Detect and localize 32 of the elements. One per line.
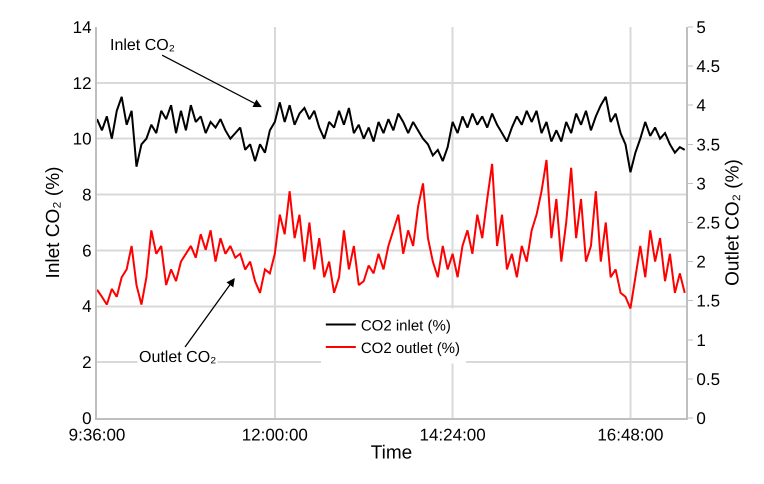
x-tick-label: 14:24:00 [420, 425, 486, 444]
y2-tick-label: 3 [696, 174, 706, 194]
annotation: Inlet CO₂ [110, 37, 175, 54]
annotation: Outlet CO₂ [139, 349, 216, 366]
y-tick-label: 6 [82, 241, 92, 260]
y2-tick-label: 2.5 [696, 213, 720, 232]
y2-tick-label: 0.5 [696, 370, 720, 389]
y-tick-label: 2 [82, 353, 92, 372]
x-tick-label: 16:48:00 [597, 425, 664, 444]
y2-tick-label: 5 [696, 18, 706, 37]
legend-label: CO2 inlet (%) [360, 317, 451, 334]
y2-tick-label: 0 [696, 408, 706, 428]
y2-tick-label: 2 [696, 252, 706, 272]
legend-label: CO2 outlet (%) [360, 340, 460, 357]
y-tick-label: 8 [82, 186, 92, 205]
x-axis-title: Time [370, 442, 412, 464]
y-tick-label: 14 [72, 18, 92, 37]
line-series [97, 158, 686, 310]
y2-tick-label: 4.5 [696, 57, 720, 76]
y2-axis-title: Outlet CO₂ (%) [722, 159, 744, 286]
y-axis-title: Inlet CO₂ (%) [43, 166, 64, 278]
y2-tick-label: 1 [696, 330, 706, 350]
y2-tick-label: 1.5 [696, 292, 720, 311]
y2-tick-label: 4 [696, 96, 706, 116]
line-series [97, 96, 686, 174]
x-tick-label: 12:00:00 [242, 425, 308, 444]
y-tick-label: 10 [72, 130, 92, 149]
y-tick-label: 0 [82, 408, 92, 428]
y-tick-label: 12 [72, 74, 92, 93]
x-tick-label: 9:36:00 [68, 425, 126, 444]
y-tick-label: 4 [82, 297, 92, 316]
y2-tick-label: 3.5 [696, 135, 720, 154]
